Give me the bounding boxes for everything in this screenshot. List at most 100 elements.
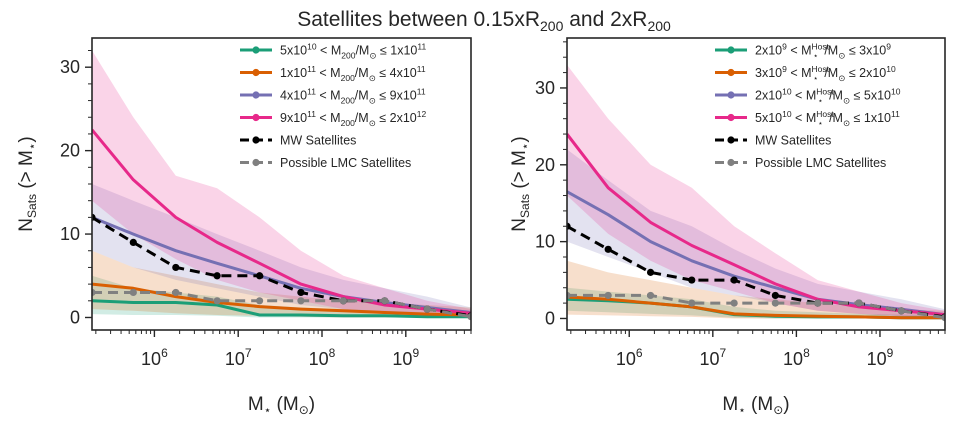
line-series-3	[567, 133, 945, 317]
y-tick-label: 30	[60, 57, 80, 77]
line-series-3	[92, 128, 471, 315]
x-tick-label: 108	[783, 346, 810, 369]
marker-series-5-2	[172, 288, 180, 297]
legend-entry-3: 9x1011 < M200/M⊙ ≤ 2x1012	[280, 109, 426, 128]
marker-series-5-3	[688, 299, 696, 307]
marker-series-5-8	[423, 305, 431, 313]
marker-series-4-2	[646, 268, 655, 276]
marker-series-4-1	[129, 238, 137, 246]
y-tick-label: 20	[535, 155, 555, 175]
x-tick-label: 106	[616, 346, 643, 369]
marker-series-4-3	[688, 276, 696, 284]
legend-entry-5: Possible LMC Satellites	[280, 156, 411, 170]
plot-area	[567, 64, 945, 322]
legend: 2x109 < MHost ⋆/M⊙ ≤ 3x109 3x109 < MHost ⋆ /…	[715, 42, 901, 170]
y-tick-label: 30	[535, 78, 555, 98]
marker-series-4-0	[92, 213, 96, 221]
legend-marker-0	[252, 46, 260, 54]
band-series-2	[567, 149, 945, 319]
legend-entry-0: 2x109 < MHost ⋆/M⊙ ≤ 3x109	[755, 42, 891, 61]
legend-entry-0: 5x1010 < M200/M⊙ ≤ 1x1011	[280, 42, 426, 61]
x-axis-label: M⋆ (M⊙)	[248, 394, 315, 417]
legend-marker-3	[252, 113, 260, 122]
y-axis-label: NSats (> M⋆)	[509, 136, 532, 231]
marker-series-5-6	[339, 297, 347, 305]
marker-series-4-3	[213, 272, 221, 280]
marker-series-5-7	[855, 299, 863, 307]
band-series-0	[567, 287, 945, 319]
y-tick-label: 0	[545, 308, 555, 328]
legend-marker-4	[727, 136, 735, 144]
x-tick-label: 109	[867, 346, 894, 369]
legend-marker-5	[727, 158, 735, 167]
x-tick-label: 106	[141, 346, 168, 369]
marker-series-4-1	[604, 245, 612, 253]
marker-series-4-4	[255, 272, 264, 280]
line-series-2	[92, 216, 471, 314]
x-tick-label: 109	[392, 346, 419, 369]
plot-area	[92, 50, 471, 321]
marker-series-5-8	[897, 307, 905, 315]
axes-frame	[566, 37, 946, 331]
marker-series-5-1	[129, 288, 137, 297]
marker-series-5-4	[730, 299, 738, 307]
line-series-0	[92, 299, 471, 319]
marker-series-4-4	[730, 276, 738, 284]
suptitle: Satellites between 0.15xR200 and 2xR200	[297, 8, 671, 34]
marker-series-5-0	[92, 288, 96, 297]
x-axis-label: M⋆ (M⊙)	[722, 394, 789, 417]
legend-marker-4	[252, 136, 260, 144]
legend-entry-4: MW Satellites	[280, 134, 356, 148]
right-panel: 106 107 108 109 0 10 20 30 M⋆ (M⊙) NSats (> M⋆) 2x…	[509, 37, 946, 417]
legend-marker-2	[727, 91, 735, 99]
legend-entry-4: MW Satellites	[755, 134, 831, 148]
line-series-4	[92, 216, 471, 318]
band-series-3	[92, 50, 471, 318]
legend-marker-3	[727, 113, 735, 122]
line-series-4	[567, 224, 945, 319]
marker-series-5-9	[941, 314, 945, 322]
marker-series-5-0	[567, 291, 571, 300]
y-axis-label: NSats (> M⋆)	[16, 136, 39, 231]
band-series-1	[92, 250, 471, 318]
legend-marker-1	[252, 68, 260, 77]
marker-series-5-2	[646, 291, 655, 300]
line-series-1	[567, 295, 945, 320]
band-series-0	[92, 275, 471, 318]
legend-entry-1: 1x1011 < M200/M⊙ ≤ 4x1011	[280, 64, 426, 83]
legend: 5x1010 < M200/M⊙ ≤ 1x1011 1x1011 < M200/M…	[240, 42, 426, 170]
line-series-1	[92, 282, 471, 317]
marker-series-5-9	[467, 313, 471, 321]
left-panel: 106 107 108 109 0 10 20 30 M⋆ (M⊙) NSats (> M⋆) 5x…	[16, 37, 472, 417]
y-tick-label: 10	[535, 232, 555, 252]
marker-series-5-1	[604, 291, 612, 300]
legend-entry-2: 2x1010 < MHost ⋆/M⊙ ≤ 5x1010	[755, 87, 901, 106]
y-tick-label: 0	[70, 307, 80, 327]
legend-marker-1	[727, 68, 735, 77]
band-series-3	[567, 64, 945, 319]
marker-series-4-5	[297, 288, 305, 297]
marker-series-5-7	[381, 297, 389, 305]
legend-marker-5	[252, 158, 260, 167]
legend-marker-2	[252, 91, 260, 99]
x-tick-label: 107	[699, 346, 726, 369]
x-tick-label: 108	[309, 346, 336, 369]
legend-marker-0	[727, 46, 735, 54]
marker-series-4-5	[771, 291, 779, 300]
marker-series-5-3	[213, 297, 221, 305]
legend-entry-3: 5x1010 < MHost ⋆/M⊙ ≤ 1x1011	[755, 109, 900, 128]
legend-entry-2: 4x1011 < M200/M⊙ ≤ 9x1011	[280, 87, 426, 106]
y-tick-label: 10	[60, 224, 80, 244]
marker-series-5-5	[297, 297, 305, 305]
band-series-2	[92, 184, 471, 318]
marker-series-4-0	[567, 222, 571, 230]
x-tick-label: 107	[225, 346, 252, 369]
legend-entry-1: 3x109 < MHost ⋆/M⊙ ≤ 2x1010	[755, 64, 896, 83]
marker-series-5-6	[814, 299, 822, 307]
y-tick-label: 20	[60, 141, 80, 161]
marker-series-4-2	[172, 263, 180, 272]
legend-entry-5: Possible LMC Satellites	[755, 156, 886, 170]
marker-series-5-5	[771, 299, 779, 307]
marker-series-5-4	[255, 297, 264, 305]
